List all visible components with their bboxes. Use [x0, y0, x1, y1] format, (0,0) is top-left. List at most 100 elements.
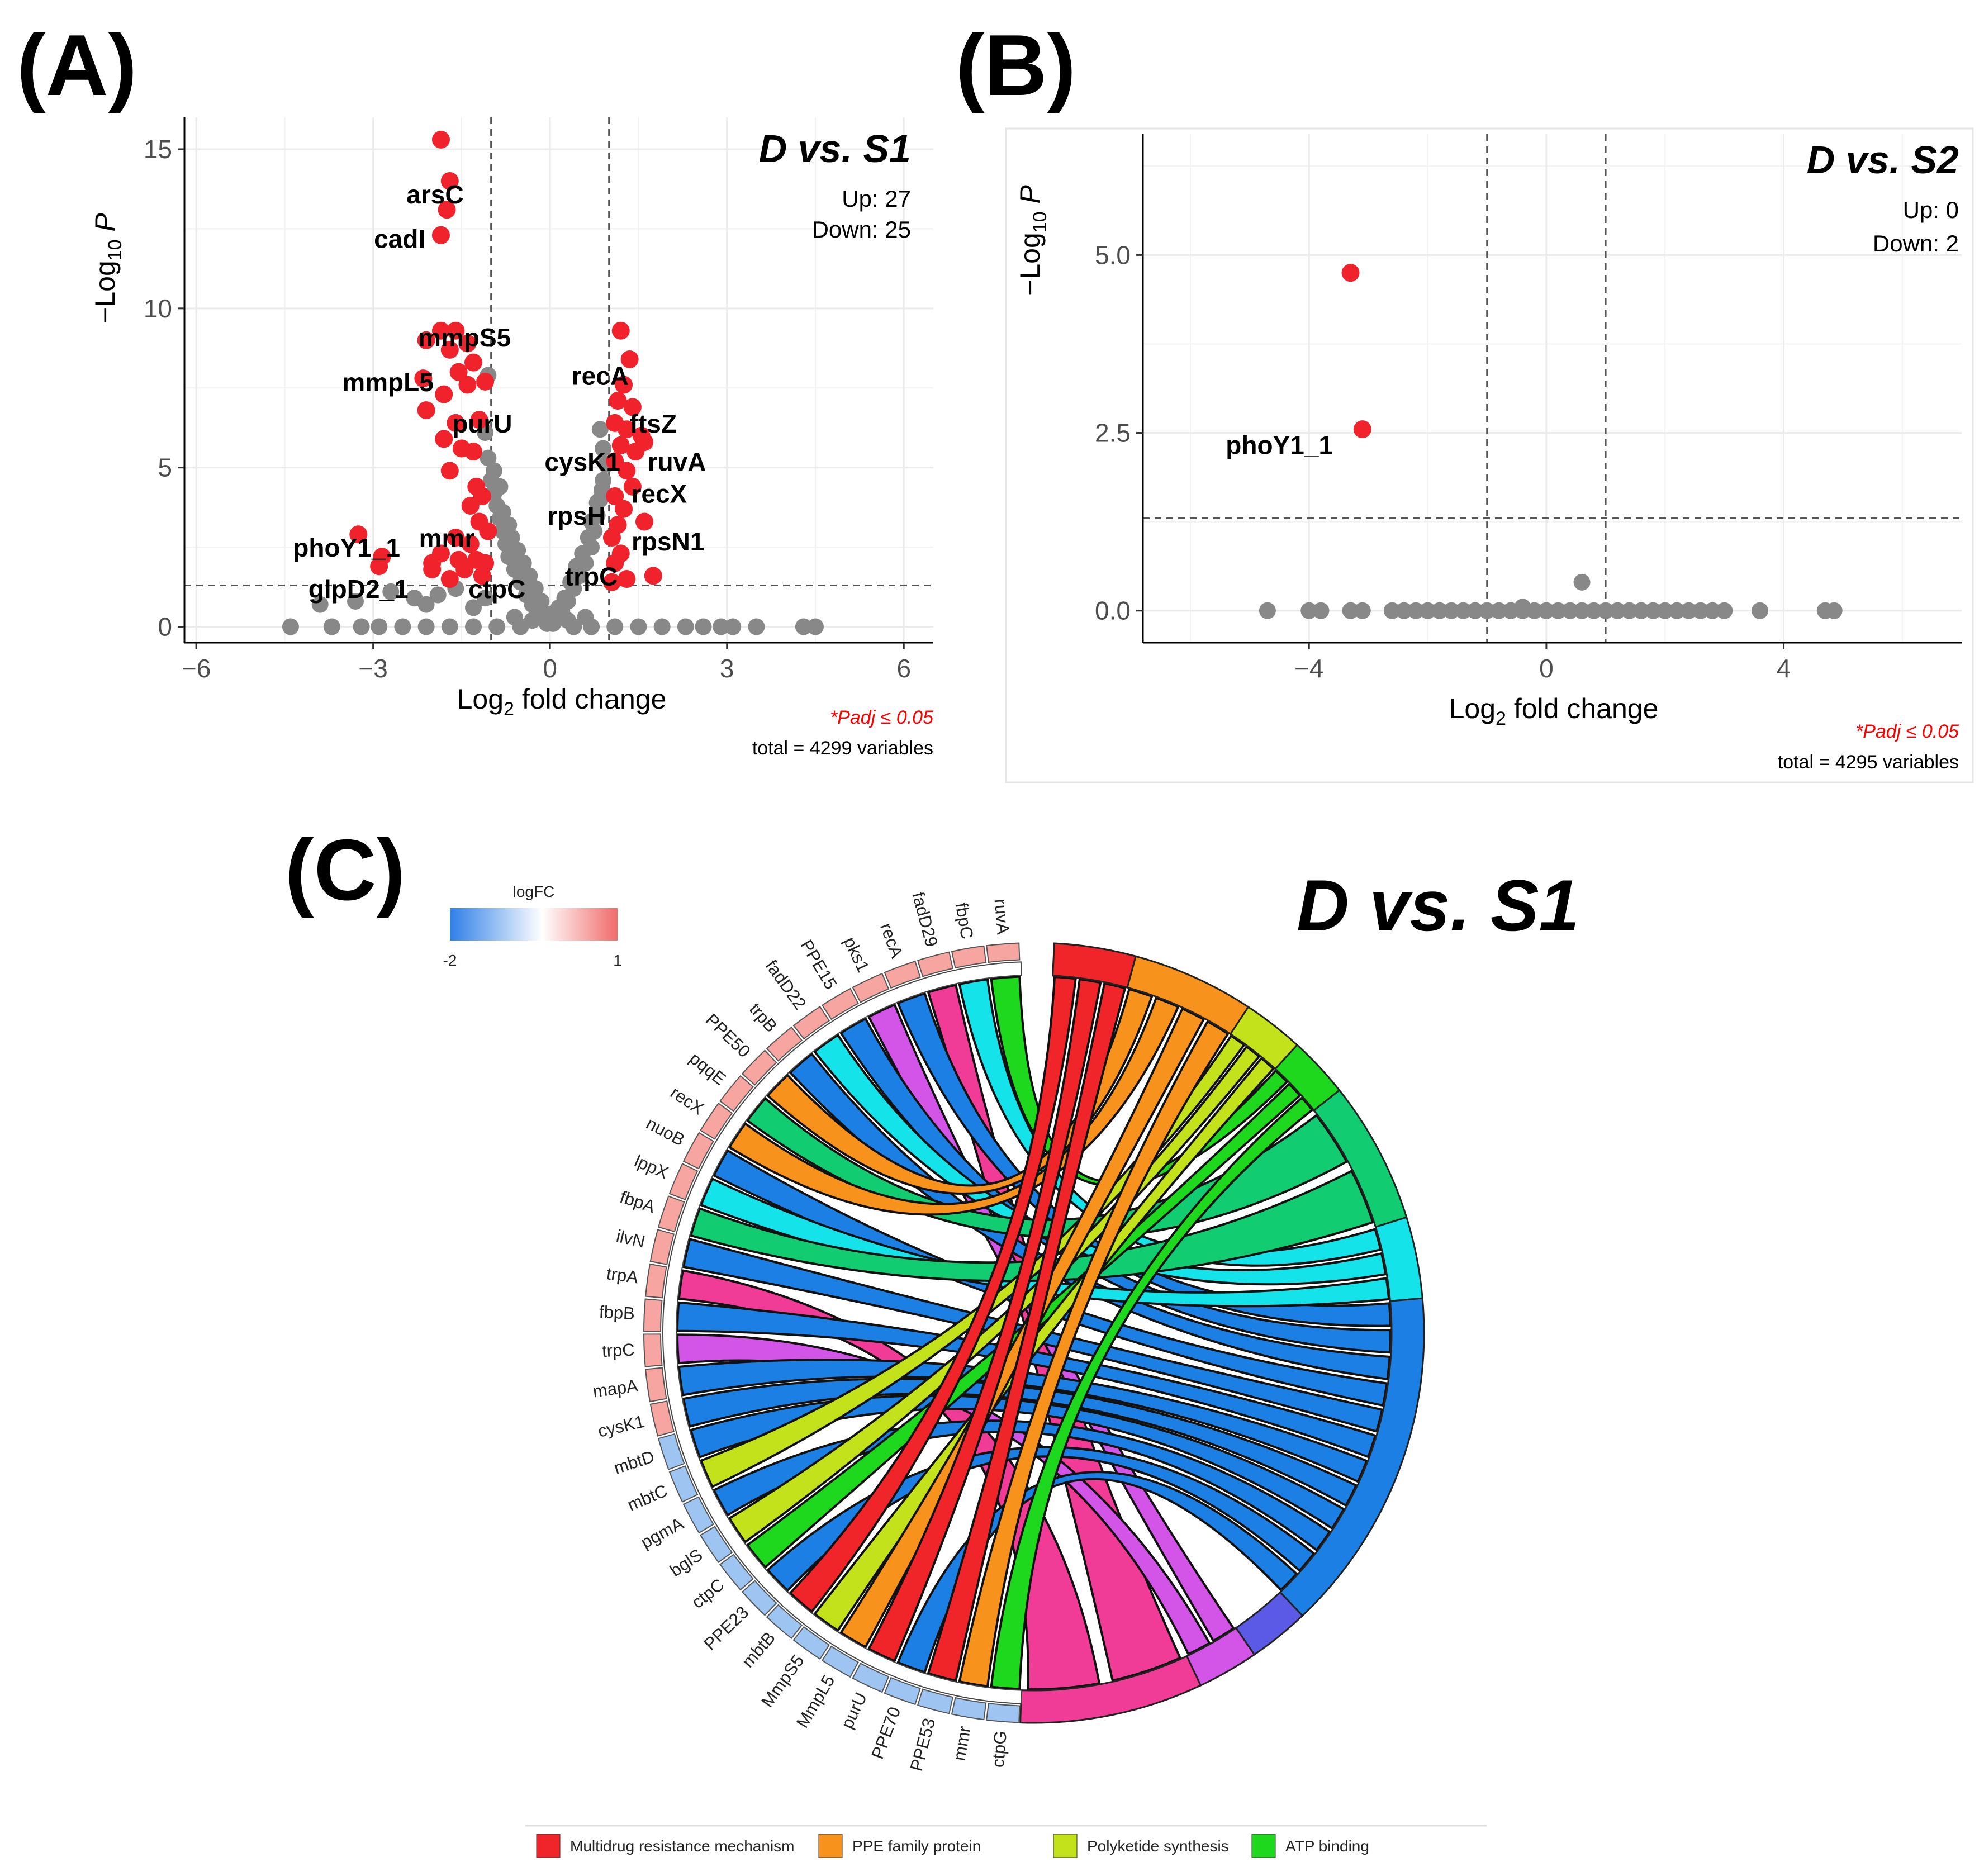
- logfc-legend-title: logFC: [513, 883, 555, 900]
- nonsignificant-point: [606, 618, 624, 635]
- nonsignificant-point: [515, 554, 532, 572]
- nonsignificant-point: [1632, 602, 1650, 619]
- x-tick-label: 6: [896, 654, 911, 683]
- volcano-plot-b: phoY1_1 −4 0 4 0.0 2.5 5.0 D vs. S2 Up: 0 Do…: [1005, 127, 1974, 783]
- nonsignificant-point: [1692, 602, 1709, 619]
- significant-point: [417, 331, 435, 349]
- nonsignificant-point: [417, 596, 435, 613]
- gene-arcs: [643, 942, 1022, 1723]
- gene-arc: [766, 1026, 803, 1062]
- nonsignificant-point: [1752, 602, 1769, 619]
- significant-point: [447, 529, 465, 547]
- significant-point: [370, 557, 388, 576]
- nonsignificant-point: [1431, 602, 1448, 619]
- significant-point: [440, 340, 459, 359]
- gene-label: ftsZ: [630, 409, 677, 438]
- gene-name-label: PPE23: [700, 1602, 752, 1654]
- significant-points-b: [1341, 264, 1371, 439]
- chord-ribbons: [676, 975, 1392, 1690]
- up-count-a: Up: 27: [842, 186, 911, 212]
- nonsignificant-point: [583, 513, 600, 530]
- nonsignificant-point: [480, 449, 497, 467]
- legend-swatch: [1053, 1834, 1078, 1858]
- significant-point: [618, 420, 636, 439]
- significant-point: [606, 487, 624, 505]
- gene-arc: [917, 951, 954, 977]
- x-tick-label: −3: [358, 654, 387, 683]
- significant-point: [1341, 264, 1360, 282]
- legend-label: ATP binding: [1285, 1837, 1369, 1855]
- nonsignificant-point: [465, 599, 482, 616]
- chord-ribbon: [789, 1052, 1391, 1381]
- gene-name-label: fadD22: [762, 956, 810, 1013]
- nonsignificant-point: [1573, 573, 1591, 591]
- comparison-title-a: D vs. S1: [759, 127, 911, 170]
- gene-name-label: pgmA: [638, 1513, 687, 1552]
- nonsignificant-point: [477, 590, 494, 607]
- significant-point: [461, 535, 480, 553]
- nonsignificant-point: [630, 618, 647, 635]
- significant-point: [458, 334, 477, 353]
- gene-name-label: trpB: [746, 999, 781, 1036]
- gene-arc: [986, 942, 1021, 963]
- significant-point: [611, 321, 630, 340]
- gene-name-label: trpC: [601, 1340, 635, 1361]
- category-arcs: [1019, 942, 1425, 1724]
- gene-arc: [657, 1195, 685, 1233]
- nonsignificant-point: [577, 609, 594, 626]
- padj-note-a: *Padj ≤ 0.05: [830, 707, 933, 728]
- significant-point: [461, 497, 480, 515]
- nonsignificant-point: [1396, 602, 1413, 619]
- nonsignificant-point: [1407, 602, 1425, 619]
- significant-point: [476, 372, 495, 391]
- gene-arc: [719, 1554, 754, 1591]
- gene-name-label: mbtC: [624, 1481, 670, 1515]
- nonsignificant-point: [382, 583, 400, 600]
- gene-arc: [792, 1005, 830, 1040]
- nonsignificant-point: [521, 567, 538, 585]
- x-tick-label: −6: [182, 654, 211, 683]
- gene-arc: [649, 1229, 675, 1265]
- gene-arc: [682, 1496, 714, 1534]
- cutoff-lines-b: [1143, 134, 1962, 643]
- significant-point: [431, 226, 450, 244]
- gene-arc: [951, 945, 987, 969]
- nonsignificant-point: [594, 481, 611, 498]
- nonsignificant-point: [595, 440, 612, 457]
- gene-label: mmpS5: [418, 323, 511, 352]
- nonsignificant-point: [1478, 602, 1496, 619]
- significant-point: [615, 500, 633, 518]
- x-tick-label: 0: [1539, 654, 1554, 683]
- x-tick-label: 3: [720, 654, 734, 683]
- category-arc: [1019, 1655, 1202, 1724]
- nonsignificant-point: [533, 592, 550, 610]
- gene-label: glpD2_1: [308, 574, 409, 604]
- gene-label: phoY1_1: [1226, 431, 1333, 460]
- nonsignificant-point: [394, 618, 411, 635]
- gene-arc: [649, 1400, 675, 1437]
- nonsignificant-point: [1644, 602, 1662, 619]
- significant-point: [440, 570, 459, 588]
- nonsignificant-point: [465, 618, 482, 635]
- nonsignificant-point: [282, 618, 299, 635]
- nonsignificant-point: [1704, 602, 1721, 619]
- gene-arc: [644, 1263, 667, 1299]
- gene-arc: [821, 987, 859, 1020]
- y-tick-label: 0.0: [1095, 596, 1131, 625]
- gene-name-label: trpA: [605, 1264, 639, 1287]
- significant-point: [417, 401, 435, 420]
- gene-label: recA: [572, 362, 629, 391]
- nonsignificant-point: [491, 478, 509, 495]
- y-tick-label: 5: [158, 453, 172, 482]
- significant-point: [479, 522, 497, 540]
- nonsignificant-point: [417, 618, 435, 635]
- significant-point: [1353, 420, 1371, 439]
- gene-arc: [643, 1298, 663, 1332]
- chord-ribbon: [958, 1020, 1230, 1688]
- nonsignificant-point: [559, 612, 576, 629]
- gene-name-label: PPE50: [702, 1010, 754, 1061]
- gene-name-label: ctpC: [688, 1575, 728, 1612]
- chord-ribbon: [712, 1148, 1388, 1407]
